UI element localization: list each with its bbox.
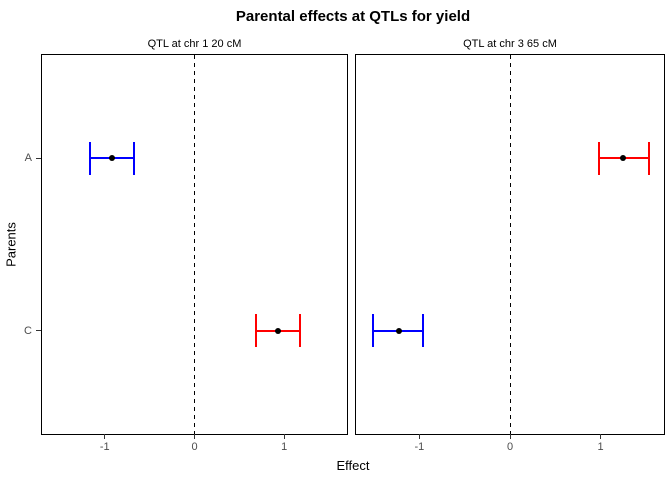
errorbar-cap xyxy=(647,141,650,175)
x-axis-tick-label: -1 xyxy=(99,441,110,453)
y-axis-tick xyxy=(36,157,41,159)
errorbar-cap xyxy=(299,314,302,348)
estimate-point xyxy=(620,155,627,162)
panel-qtl-chr1: -1 0 1 A C xyxy=(24,54,348,453)
errorbar-cap xyxy=(88,141,91,175)
x-axis-tick xyxy=(600,434,602,439)
x-axis-tick xyxy=(283,434,285,439)
panel-qtl-chr3: -1 0 1 xyxy=(355,54,665,453)
x-axis-tick xyxy=(509,434,511,439)
y-axis-tick-label: C xyxy=(24,324,32,337)
y-axis-tick xyxy=(36,330,41,332)
x-axis-tick-label: 0 xyxy=(191,441,198,453)
y-axis-title: Parents xyxy=(3,222,19,267)
facet-strip-label-1: QTL at chr 1 20 cM xyxy=(147,38,242,50)
errorbar-cap xyxy=(132,141,135,175)
x-axis-tick xyxy=(104,434,106,439)
x-axis-tick-label: 0 xyxy=(506,441,514,453)
errorbar-cap xyxy=(422,314,425,348)
estimate-point xyxy=(395,327,402,334)
estimate-point xyxy=(108,155,115,162)
y-axis-tick-label: A xyxy=(24,152,32,165)
x-axis-title: Effect xyxy=(336,458,370,473)
x-axis-tick-label: 1 xyxy=(281,441,288,453)
x-axis-tick-label: 1 xyxy=(597,441,604,453)
facet-strip-label-2: QTL at chr 3 65 cM xyxy=(463,38,557,50)
errorbar-cap xyxy=(255,314,258,348)
errorbar-cap xyxy=(597,141,600,175)
x-axis-tick xyxy=(194,434,195,439)
errorbar-cap xyxy=(372,314,375,348)
x-axis-tick xyxy=(418,434,420,439)
zero-reference-line xyxy=(194,55,195,434)
x-axis-tick-label: -1 xyxy=(414,441,425,453)
plot-title: Parental effects at QTLs for yield xyxy=(235,8,471,25)
estimate-point xyxy=(274,327,281,334)
zero-reference-line xyxy=(509,55,511,434)
